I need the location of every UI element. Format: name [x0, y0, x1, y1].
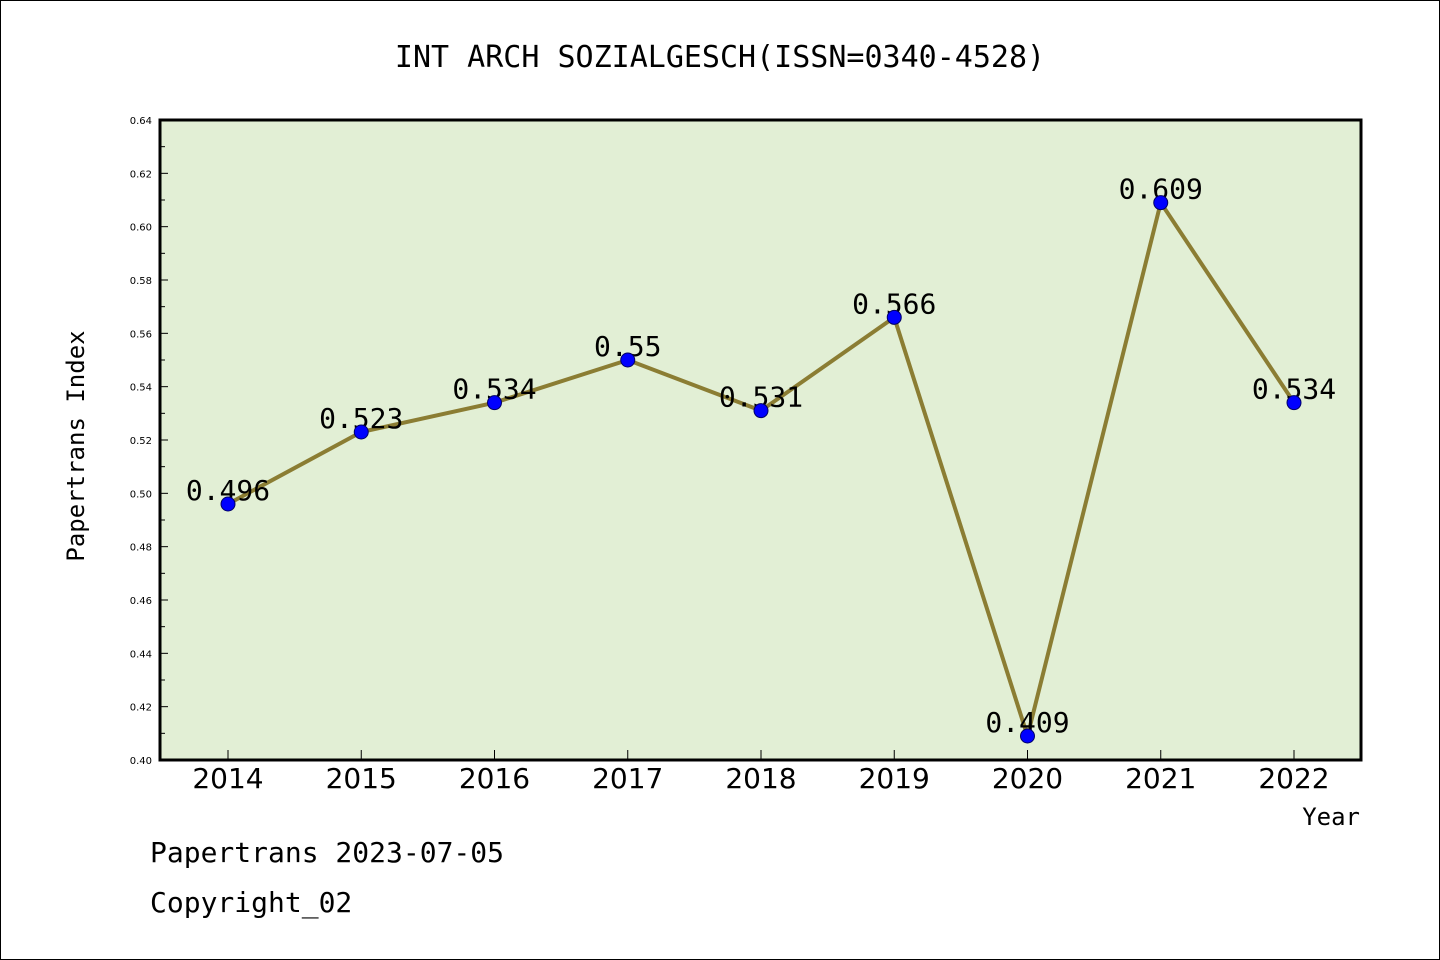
y-axis-label: Papertrans Index [62, 330, 90, 561]
data-point [886, 309, 902, 325]
data-point [487, 395, 502, 411]
axis-ticks [160, 119, 1295, 761]
y-tick-label: 0.42 [130, 703, 152, 714]
data-point [753, 403, 769, 419]
x-tick-label: 2021 [1125, 762, 1196, 795]
y-tick-labels: 0.40 0.42 0.44 0.46 0.48 0.50 0.52 0.54 0.56 0.58… [130, 116, 152, 767]
x-tick-label: 2015 [326, 762, 397, 795]
x-tick-label: 2020 [992, 762, 1063, 795]
x-tick-label: 2018 [725, 762, 796, 795]
data-point [1286, 395, 1302, 411]
y-tick-label: 0.60 [130, 223, 152, 234]
x-tick-label: 2014 [192, 762, 263, 795]
data-point [353, 424, 369, 440]
y-tick-label: 0.52 [130, 436, 152, 447]
plot-area [158, 118, 1363, 762]
x-tick-label: 2017 [592, 762, 663, 795]
y-tick-label: 0.40 [130, 756, 152, 767]
data-point [620, 352, 636, 368]
y-tick-label: 0.58 [130, 276, 152, 287]
y-tick-label: 0.54 [130, 383, 152, 394]
y-tick-label: 0.62 [130, 169, 152, 180]
data-point [1153, 195, 1169, 211]
y-tick-label: 0.48 [130, 543, 152, 554]
data-markers [220, 195, 1302, 744]
x-axis-label: Year [1302, 803, 1360, 831]
x-tick-labels: 2014 2015 2016 2017 2018 2019 2020 2021 2022 [192, 762, 1329, 795]
chart-title: INT ARCH SOZIALGESCH(ISSN=0340-4528) [395, 40, 1045, 75]
x-tick-label: 2022 [1258, 762, 1329, 795]
y-tick-label: 0.64 [130, 116, 152, 127]
y-tick-label: 0.46 [130, 596, 152, 607]
data-point [220, 496, 236, 512]
y-tick-label: 0.50 [130, 489, 152, 500]
data-point [1020, 728, 1035, 744]
y-tick-label: 0.56 [130, 329, 152, 340]
footer-copyright: Copyright_02 [150, 886, 353, 919]
footer-date: Papertrans 2023-07-05 [150, 836, 505, 869]
x-tick-label: 2019 [859, 762, 930, 795]
x-tick-label: 2016 [459, 762, 530, 795]
y-tick-label: 0.44 [130, 649, 152, 660]
